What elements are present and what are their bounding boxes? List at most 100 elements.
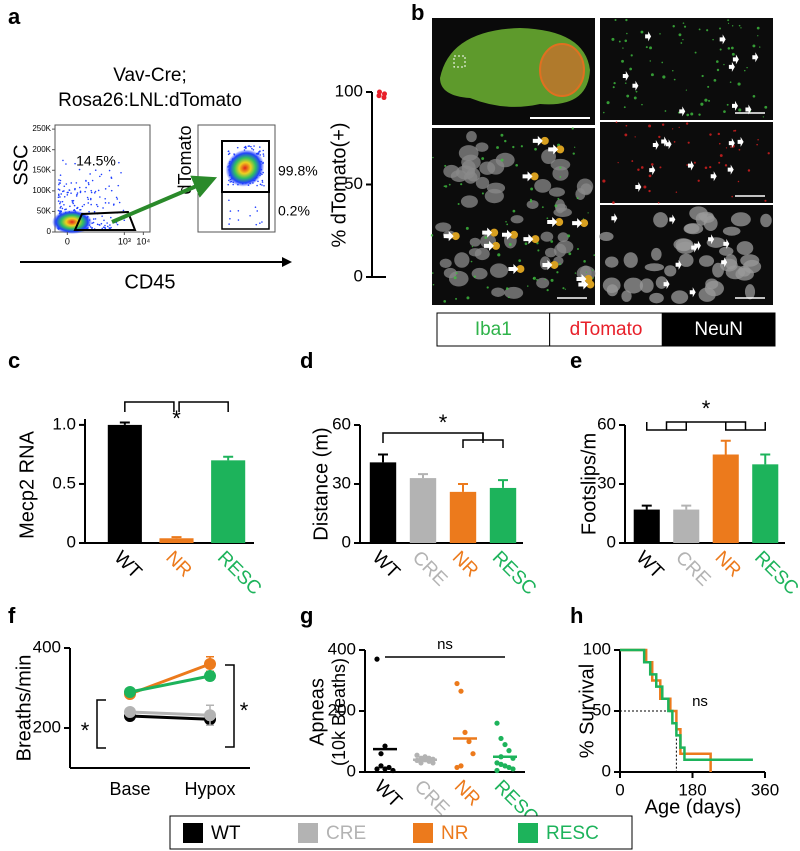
significance-bracket bbox=[462, 439, 504, 448]
microglia-signal bbox=[603, 111, 605, 114]
microglia-signal bbox=[592, 277, 594, 279]
tomato-signal bbox=[673, 141, 676, 143]
y-axis-label: Breaths/min bbox=[13, 655, 35, 762]
point bbox=[430, 760, 436, 766]
point bbox=[376, 93, 382, 99]
y-tick-label: 100 bbox=[583, 639, 611, 658]
event-dot bbox=[90, 203, 92, 206]
microglia-signal bbox=[512, 145, 515, 149]
event-dot bbox=[78, 186, 81, 189]
point bbox=[378, 751, 384, 757]
bar bbox=[449, 491, 477, 543]
microglia-signal bbox=[562, 287, 565, 290]
microglia-signal bbox=[496, 146, 499, 149]
tomato-signal bbox=[643, 185, 647, 189]
nucleus bbox=[724, 254, 738, 270]
arrow-marker bbox=[728, 138, 735, 149]
event-dot bbox=[256, 210, 259, 212]
nucleus bbox=[623, 277, 644, 294]
panel-letter: e bbox=[570, 348, 582, 373]
event-dot bbox=[92, 218, 95, 220]
microglia-signal bbox=[572, 152, 575, 155]
y-axis-label: Apneas bbox=[306, 678, 328, 746]
nucleus bbox=[649, 292, 664, 304]
microglia-signal bbox=[682, 39, 684, 41]
nucleus bbox=[461, 154, 481, 170]
cell bbox=[550, 260, 559, 269]
tomato-signal bbox=[693, 161, 696, 164]
significance-label: * bbox=[439, 410, 448, 435]
point bbox=[422, 754, 428, 760]
cell bbox=[516, 264, 525, 273]
y-tick-label: 1.0 bbox=[52, 414, 76, 433]
nucleus bbox=[541, 149, 556, 165]
microglia-signal bbox=[606, 101, 610, 105]
point bbox=[458, 688, 464, 694]
tomato-signal bbox=[624, 133, 628, 137]
event-dot bbox=[256, 184, 258, 187]
legend-label: RESC bbox=[546, 823, 599, 844]
microglia-signal bbox=[460, 183, 463, 186]
bar bbox=[159, 538, 194, 543]
microglia-signal bbox=[568, 252, 572, 256]
tomato-signal bbox=[648, 124, 652, 128]
microglia-signal bbox=[727, 47, 731, 50]
nucleus bbox=[435, 222, 452, 232]
nucleus bbox=[557, 232, 569, 243]
y-tick-label: 250K bbox=[32, 124, 51, 133]
microglia-signal bbox=[672, 25, 675, 28]
inset-box bbox=[453, 55, 466, 68]
x-tick-label: Base bbox=[109, 779, 150, 799]
significance-label: * bbox=[702, 396, 711, 421]
event-dot bbox=[94, 190, 97, 193]
event-dot bbox=[100, 173, 103, 176]
event-dot bbox=[60, 210, 63, 213]
microglia-signal bbox=[500, 158, 504, 162]
nucleus bbox=[737, 265, 751, 277]
event-dot bbox=[261, 181, 264, 183]
microglia-signal bbox=[629, 67, 632, 71]
x-tick-label: NR bbox=[161, 547, 195, 581]
microglia-signal bbox=[738, 24, 741, 27]
event-dot bbox=[248, 145, 251, 147]
point bbox=[124, 686, 136, 698]
microglia-signal bbox=[659, 33, 661, 35]
event-dot bbox=[261, 221, 263, 223]
microglia-signal bbox=[470, 260, 473, 263]
y-tick-label: 400 bbox=[33, 637, 61, 656]
y-tick-label: 200K bbox=[32, 145, 51, 154]
point bbox=[498, 761, 504, 767]
microglia-signal bbox=[621, 59, 624, 63]
event-dot bbox=[86, 196, 89, 199]
tomato-signal bbox=[738, 148, 741, 151]
nucleus bbox=[454, 252, 470, 268]
point bbox=[382, 91, 387, 97]
microglia-signal bbox=[744, 69, 746, 72]
point bbox=[506, 764, 512, 771]
tomato-signal bbox=[729, 146, 732, 148]
event-dot bbox=[72, 199, 75, 202]
microglia-signal bbox=[731, 52, 735, 56]
nucleus bbox=[719, 246, 734, 256]
point bbox=[378, 763, 384, 769]
microglia-signal bbox=[650, 73, 654, 77]
microglia-signal bbox=[500, 133, 504, 137]
bar bbox=[211, 460, 246, 543]
legend-label: dTomato bbox=[570, 319, 643, 340]
nucleus bbox=[599, 231, 614, 242]
nucleus bbox=[471, 267, 488, 280]
nucleus bbox=[671, 290, 689, 304]
micrograph-image bbox=[600, 122, 773, 203]
series-line bbox=[129, 674, 211, 694]
series-line bbox=[129, 714, 211, 721]
legend-swatch bbox=[518, 823, 538, 843]
microglia-signal bbox=[520, 145, 523, 148]
arrow-marker bbox=[663, 279, 670, 290]
arrow-marker bbox=[675, 259, 682, 270]
y-axis-label: SSC bbox=[10, 144, 32, 185]
event-dot bbox=[63, 195, 66, 198]
microglia-signal bbox=[564, 288, 566, 290]
cell bbox=[451, 232, 460, 241]
event-dot bbox=[262, 155, 265, 157]
microglia-signal bbox=[571, 127, 574, 130]
